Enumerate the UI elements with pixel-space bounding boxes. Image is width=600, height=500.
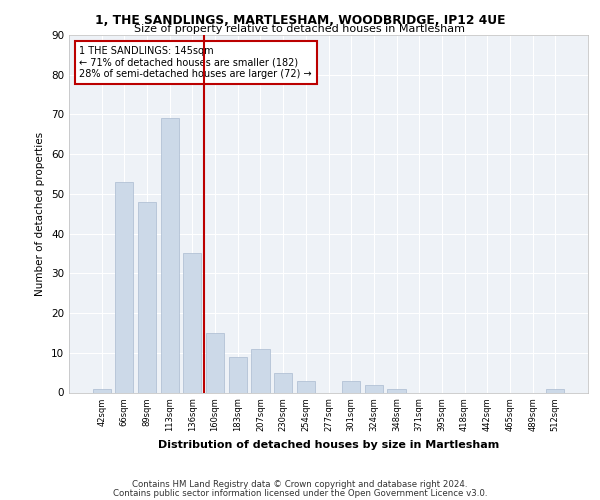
Bar xyxy=(161,118,179,392)
X-axis label: Distribution of detached houses by size in Martlesham: Distribution of detached houses by size … xyxy=(158,440,499,450)
Bar xyxy=(138,202,156,392)
Bar xyxy=(229,357,247,392)
Bar xyxy=(251,349,269,393)
Bar xyxy=(546,388,565,392)
Y-axis label: Number of detached properties: Number of detached properties xyxy=(35,132,46,296)
Bar xyxy=(184,254,202,392)
Text: Contains public sector information licensed under the Open Government Licence v3: Contains public sector information licen… xyxy=(113,489,487,498)
Bar xyxy=(388,388,406,392)
Bar xyxy=(92,388,111,392)
Text: Size of property relative to detached houses in Martlesham: Size of property relative to detached ho… xyxy=(134,24,466,34)
Bar xyxy=(206,333,224,392)
Text: 1, THE SANDLINGS, MARTLESHAM, WOODBRIDGE, IP12 4UE: 1, THE SANDLINGS, MARTLESHAM, WOODBRIDGE… xyxy=(95,14,505,27)
Bar xyxy=(365,384,383,392)
Bar xyxy=(342,380,360,392)
Text: 1 THE SANDLINGS: 145sqm
← 71% of detached houses are smaller (182)
28% of semi-d: 1 THE SANDLINGS: 145sqm ← 71% of detache… xyxy=(79,46,312,79)
Text: Contains HM Land Registry data © Crown copyright and database right 2024.: Contains HM Land Registry data © Crown c… xyxy=(132,480,468,489)
Bar xyxy=(297,380,315,392)
Bar xyxy=(115,182,133,392)
Bar xyxy=(274,372,292,392)
